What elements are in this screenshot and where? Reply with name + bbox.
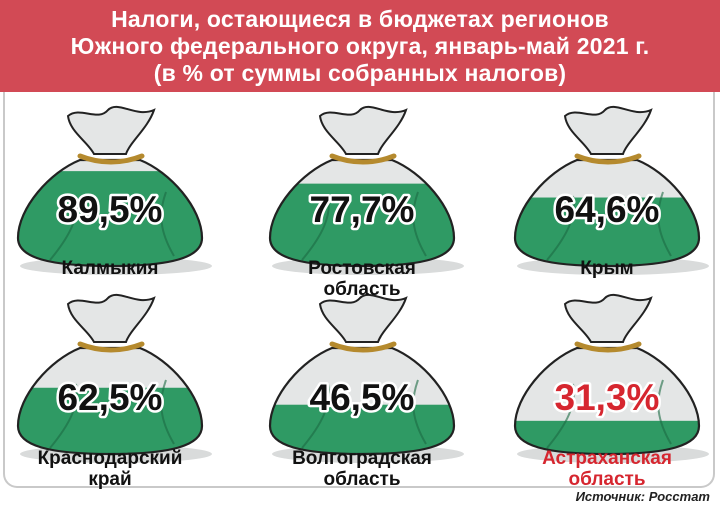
- source-note: Источник: Росстат: [575, 489, 710, 504]
- region-label-line: Краснодарский: [37, 448, 183, 469]
- bag-rope: [77, 153, 145, 165]
- bag-value-label: 46,5%: [310, 377, 415, 418]
- region-label-line: область: [323, 279, 401, 300]
- chart-title: Налоги, остающиеся в бюджетах регионов Ю…: [0, 0, 720, 92]
- region-label: Краснодарский край: [0, 448, 220, 490]
- chart-frame: [3, 92, 715, 488]
- bag-value-label: 62,5%: [58, 377, 163, 418]
- bag-rope: [574, 341, 642, 353]
- region-label: Астраханская область: [497, 448, 717, 490]
- bag-3: 64,6%: [513, 105, 709, 275]
- bag-rope: [329, 341, 397, 353]
- region-label: Крым: [497, 258, 717, 279]
- bag-fill-level: [515, 197, 699, 266]
- region-label-line: Ростовская: [308, 258, 416, 279]
- region-label-line: Астраханская: [542, 448, 672, 469]
- region-label-line: область: [568, 469, 646, 490]
- bag-value-label: 64,6%: [555, 189, 660, 230]
- bag-neck: [318, 293, 408, 343]
- bag-fill-level: [270, 404, 454, 454]
- bag-neck: [563, 105, 653, 155]
- bag-1: 89,5%: [16, 105, 212, 275]
- region-label: Волгоградская область: [252, 448, 472, 490]
- region-label: Калмыкия: [0, 258, 220, 279]
- region-label-line: Калмыкия: [61, 258, 159, 279]
- bag-4: 62,5%: [16, 293, 212, 463]
- bag-rope: [574, 153, 642, 165]
- title-line-2: Южного федерального округа, январь-май 2…: [70, 32, 650, 59]
- bag-fill-level: [18, 387, 202, 454]
- bag-neck: [318, 105, 408, 155]
- title-line-1: Налоги, остающиеся в бюджетах регионов: [111, 5, 609, 32]
- bag-neck: [563, 293, 653, 343]
- bag-value-label: 31,3%: [555, 377, 660, 418]
- region-label-line: Крым: [580, 258, 634, 279]
- bag-value-label: 89,5%: [58, 189, 163, 230]
- bag-rope: [329, 153, 397, 165]
- bag-rope: [77, 341, 145, 353]
- bag-6: 31,3%: [513, 293, 709, 463]
- bag-2: 77,7%: [268, 105, 464, 275]
- region-label-line: область: [323, 469, 401, 490]
- bag-neck: [66, 293, 156, 343]
- title-line-3: (в % от суммы собранных налогов): [153, 59, 567, 86]
- region-label-line: Волгоградская: [292, 448, 432, 469]
- bag-neck: [66, 105, 156, 155]
- region-label: Ростовская область: [252, 258, 472, 300]
- bag-value-label: 77,7%: [310, 189, 415, 230]
- bag-5: 46,5%: [268, 293, 464, 463]
- region-label-line: край: [88, 469, 132, 490]
